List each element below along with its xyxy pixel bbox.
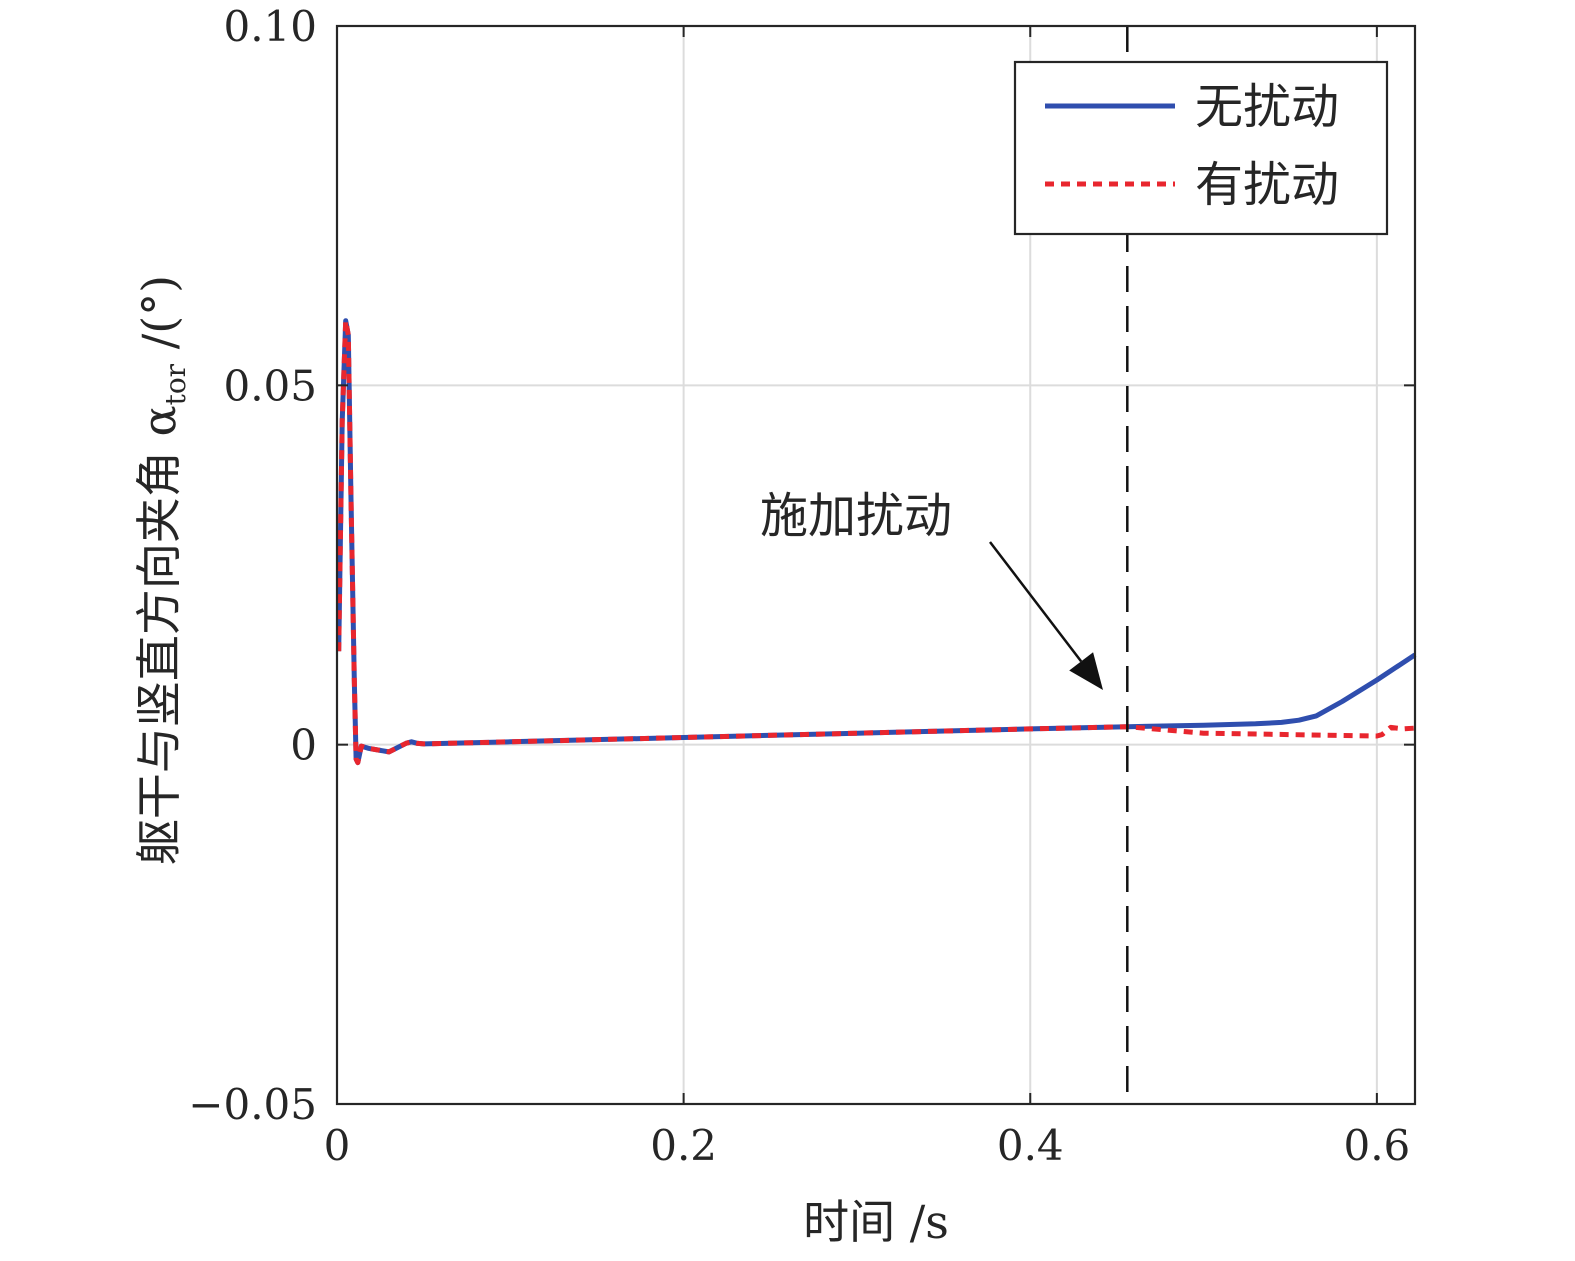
y-axis-label-unit: /(°) bbox=[132, 275, 186, 364]
x-tick-label: 0.4 bbox=[997, 1121, 1064, 1170]
x-tick-label: 0.2 bbox=[650, 1121, 717, 1170]
annotation-label: 施加扰动 bbox=[760, 488, 952, 544]
x-axis-label: 时间 /s bbox=[803, 1195, 949, 1249]
legend-box bbox=[1013, 60, 1389, 236]
y-axis-label-main: 躯干与竖直方向夹角 α bbox=[132, 405, 186, 865]
y-tick-label: 0.05 bbox=[223, 361, 317, 410]
x-tick-label: 0.6 bbox=[1343, 1121, 1410, 1170]
y-axis-label-subscript: tor bbox=[159, 363, 192, 405]
y-tick-label: 0.10 bbox=[223, 2, 317, 51]
x-tick-label: 0 bbox=[324, 1121, 351, 1170]
legend-label-no-disturbance: 无扰动 bbox=[1195, 79, 1339, 135]
series-line-1 bbox=[336, 318, 1416, 766]
axis-ticks bbox=[336, 25, 1415, 1105]
annotation-arrow bbox=[989, 541, 1083, 663]
legend-label-with-disturbance: 有扰动 bbox=[1195, 157, 1339, 213]
y-tick-label: 0 bbox=[290, 721, 317, 770]
y-axis-label: 躯干与竖直方向夹角 αtor /(°) bbox=[132, 275, 192, 865]
legend: 无扰动 有扰动 bbox=[1013, 60, 1389, 236]
plot-frame bbox=[335, 24, 1417, 1106]
y-tick-label: −0.05 bbox=[188, 1080, 317, 1129]
series-layer bbox=[336, 318, 1417, 766]
annotation-arrowhead bbox=[1069, 652, 1103, 690]
